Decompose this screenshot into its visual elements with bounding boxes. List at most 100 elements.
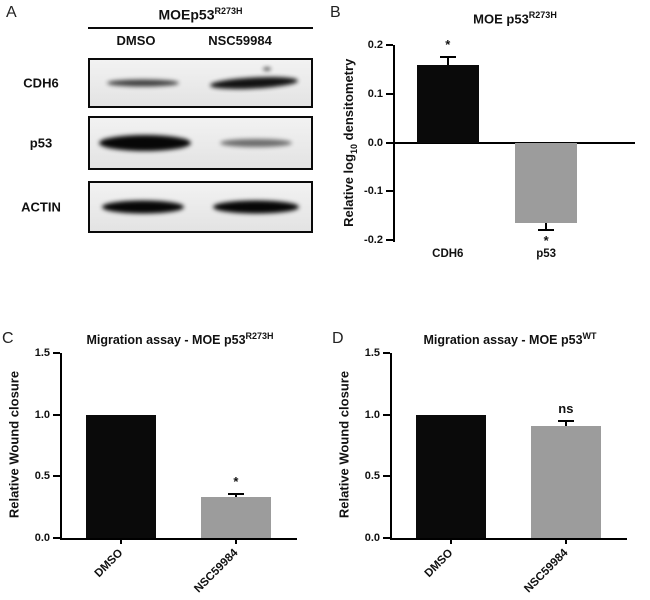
panel-c-migration-r273h: C Migration assay - MOE p53R273H Relativ… (0, 325, 325, 600)
y-tick-label: 0.0 (367, 136, 383, 149)
blot-row-label-p53: p53 (29, 135, 53, 151)
x-tick-mark (119, 540, 122, 544)
blot-band (107, 79, 180, 87)
y-tick-label: 1.0 (364, 408, 380, 421)
bar-chart-migration-wt: 0.0 0.5 1.0 1.5 DMSO ns NSC59984 (365, 347, 627, 595)
chart-title-superscript: WT (582, 331, 597, 341)
chart-title-text: MOE p53 (473, 11, 529, 27)
significance-label: * (543, 233, 549, 249)
bar-dmso (85, 414, 156, 538)
y-axis-label-wound-closure: Relative Wound closure (336, 370, 352, 519)
x-axis-line (390, 538, 627, 540)
x-tick-mark (564, 540, 567, 544)
y-tick-mark (53, 352, 60, 354)
panel-label-a: A (6, 4, 17, 21)
error-bar-line (446, 57, 449, 65)
blot-band (212, 200, 299, 214)
error-bar-line (234, 493, 237, 498)
y-tick-label: 0.2 (367, 39, 383, 51)
bar-p53 (515, 142, 578, 223)
x-category-label: NSC59984 (522, 547, 571, 596)
y-tick-label: 0.5 (34, 470, 50, 483)
x-tick-mark (449, 540, 452, 544)
y-tick-label: 0.0 (364, 532, 380, 544)
blot-image-actin (88, 181, 313, 233)
x-category-label: NSC59984 (192, 547, 241, 596)
panel-d-migration-wt: D Migration assay - MOE p53WT Relative W… (330, 325, 650, 600)
y-tick-label: -0.1 (364, 185, 383, 198)
x-tick-mark (234, 540, 237, 544)
error-bar-cap (227, 492, 244, 495)
significance-label: ns (558, 400, 574, 416)
y-tick-mark (386, 44, 393, 46)
y-tick-label: 1.5 (364, 347, 380, 359)
chart-title-migration-wt: Migration assay - MOE p53WT (370, 331, 650, 347)
y-tick-label: 0.1 (367, 87, 383, 100)
blot-band (102, 200, 185, 214)
panel-label-c: C (2, 330, 14, 347)
significance-label: * (445, 37, 451, 53)
lane-label-nsc59984: NSC59984 (208, 33, 272, 48)
panel-a-western-blot: A MOEp53R273H DMSO NSC59984 CDH6 p53 ACT… (0, 0, 325, 310)
y-tick-label: 1.0 (34, 408, 50, 421)
y-tick-mark (386, 190, 393, 193)
blot-row-label-actin: ACTIN (21, 199, 61, 215)
bar-nsc59984 (530, 425, 601, 538)
error-bar-cap (557, 419, 574, 422)
y-tick-mark (53, 537, 60, 539)
y-axis-label-post: densitometry (341, 58, 357, 144)
panel-b-densitometry: B MOE p53R273H Relative log10 densitomet… (330, 0, 650, 310)
chart-title-text: Migration assay - MOE p53 (86, 333, 246, 348)
bar-nsc59984 (200, 497, 271, 538)
y-axis-line (60, 353, 62, 540)
y-tick-label: 0.5 (364, 470, 380, 483)
y-axis-line (393, 45, 395, 242)
blot-band (219, 139, 292, 147)
y-axis-line (390, 353, 392, 540)
chart-title-migration-r273h: Migration assay - MOE p53R273H (40, 331, 320, 347)
y-tick-mark (386, 92, 393, 95)
blot-band (262, 67, 271, 71)
y-tick-mark (53, 413, 60, 416)
bar-chart-migration-r273h: 0.0 0.5 1.0 1.5 DMSO * NSC59984 (35, 347, 297, 595)
x-category-label: CDH6 (432, 248, 464, 260)
blot-title-text: MOEp53 (158, 6, 215, 23)
blot-title-underline (88, 27, 313, 29)
chart-title-superscript: R273H (528, 10, 557, 20)
error-bar-cap (439, 56, 456, 59)
blot-row-actin: ACTIN (0, 181, 325, 233)
blot-image-cdh6 (88, 58, 313, 108)
chart-title-superscript: R273H (245, 331, 274, 341)
y-tick-mark (383, 537, 390, 539)
error-bar-line (545, 222, 548, 231)
bar-dmso (415, 414, 486, 538)
x-category-label: p53 (536, 248, 557, 260)
significance-label: * (233, 473, 239, 489)
error-bar-cap (538, 229, 555, 232)
blot-band (209, 75, 298, 91)
chart-title-text: Migration assay - MOE p53 (423, 333, 583, 348)
y-tick-mark (383, 352, 390, 354)
y-tick-label: 1.5 (34, 347, 50, 359)
x-axis-line (60, 538, 297, 540)
y-tick-mark (53, 475, 60, 478)
blot-row-label-cdh6: CDH6 (23, 75, 59, 91)
error-bar-line (564, 420, 567, 426)
zero-line (395, 141, 635, 144)
bar-cdh6 (416, 64, 479, 143)
x-category-label: DMSO (422, 547, 456, 580)
y-tick-mark (383, 475, 390, 478)
y-tick-label: 0.0 (34, 532, 50, 544)
panel-label-d: D (332, 330, 344, 347)
blot-title: MOEp53R273H (88, 6, 313, 23)
y-tick-mark (386, 239, 393, 241)
y-tick-mark (383, 413, 390, 416)
y-axis-label-wound-closure: Relative Wound closure (6, 370, 22, 519)
blot-row-cdh6: CDH6 (0, 58, 325, 108)
y-tick-mark (386, 141, 393, 144)
bar-chart-densitometry: 0.2 0.1 0.0 -0.1 -0.2 * CDH6 * p53 (364, 37, 635, 260)
lane-label-dmso: DMSO (116, 33, 156, 48)
blot-band (99, 135, 192, 151)
panel-label-b: B (330, 4, 341, 21)
